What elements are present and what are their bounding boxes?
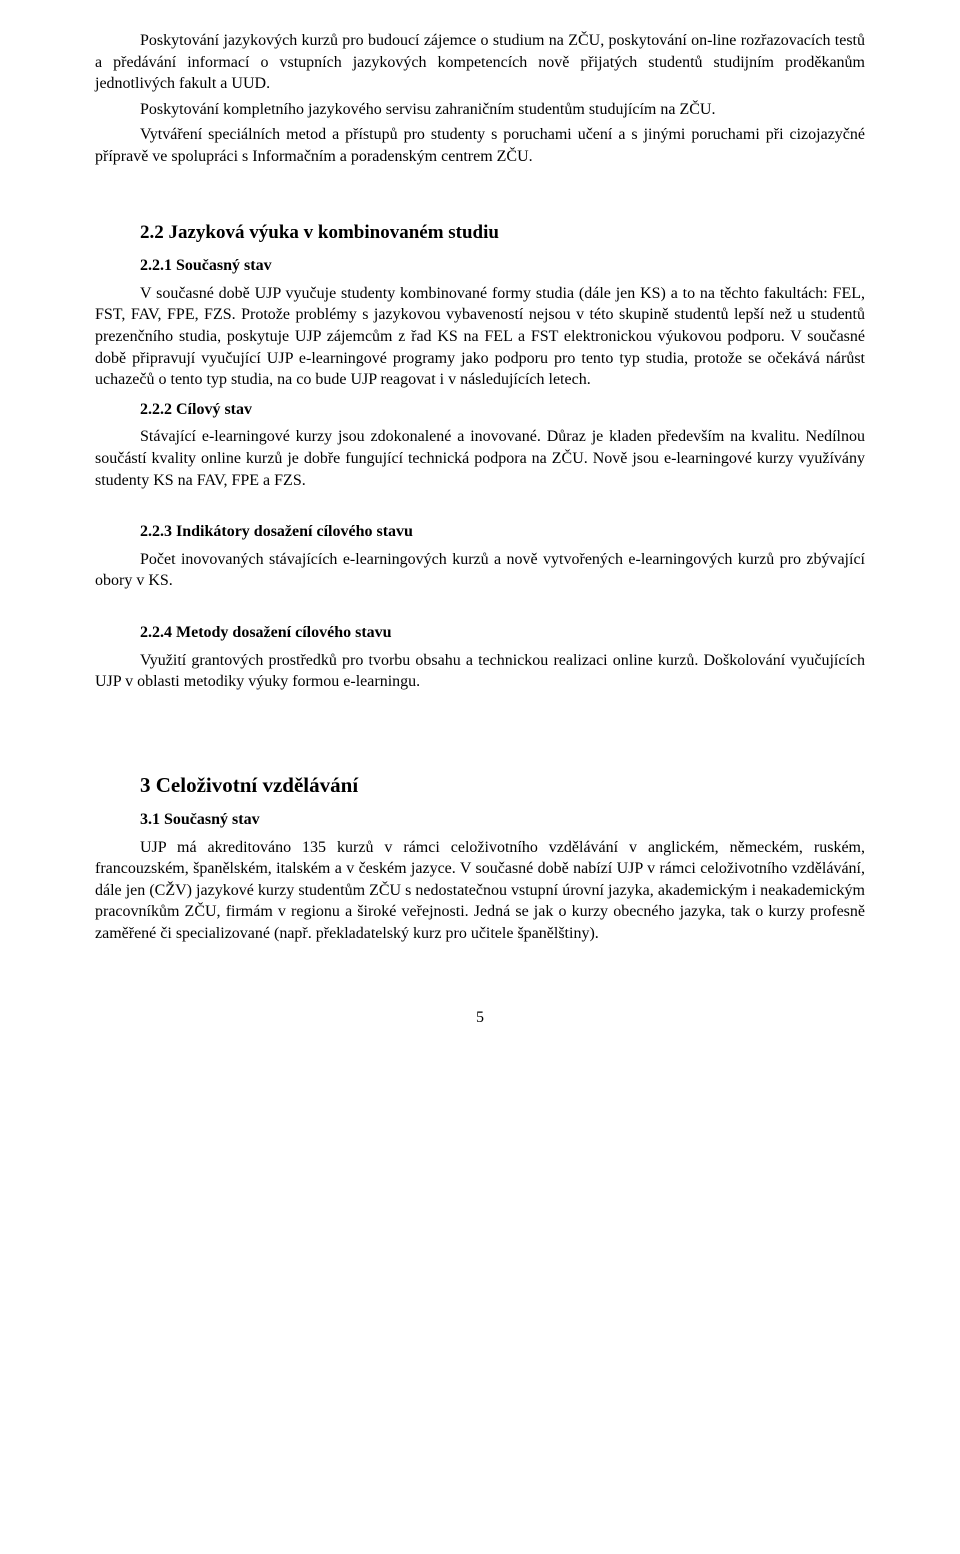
body-paragraph: V současné době UJP vyučuje studenty kom… xyxy=(95,283,865,391)
body-paragraph: UJP má akreditováno 135 kurzů v rámci ce… xyxy=(95,837,865,945)
section-heading-3: 3 Celoživotní vzdělávání xyxy=(95,771,865,799)
subsection-heading-3-1: 3.1 Současný stav xyxy=(95,809,865,831)
subsection-heading-2-2-1: 2.2.1 Současný stav xyxy=(95,255,865,277)
body-paragraph: Stávající e-learningové kurzy jsou zdoko… xyxy=(95,426,865,491)
body-paragraph: Vytváření speciálních metod a přístupů p… xyxy=(95,124,865,167)
body-paragraph: Počet inovovaných stávajících e-learning… xyxy=(95,549,865,592)
page-number: 5 xyxy=(95,1007,865,1029)
subsection-heading-2-2-3: 2.2.3 Indikátory dosažení cílového stavu xyxy=(95,521,865,543)
subsection-heading-2-2-4: 2.2.4 Metody dosažení cílového stavu xyxy=(95,622,865,644)
body-paragraph: Využití grantových prostředků pro tvorbu… xyxy=(95,650,865,693)
section-heading-2-2: 2.2 Jazyková výuka v kombinovaném studiu xyxy=(95,220,865,246)
body-paragraph: Poskytování jazykových kurzů pro budoucí… xyxy=(95,30,865,95)
subsection-heading-2-2-2: 2.2.2 Cílový stav xyxy=(95,399,865,421)
body-paragraph: Poskytování kompletního jazykového servi… xyxy=(95,99,865,121)
body-text: Využití grantových prostředků pro tvorbu… xyxy=(95,652,865,691)
